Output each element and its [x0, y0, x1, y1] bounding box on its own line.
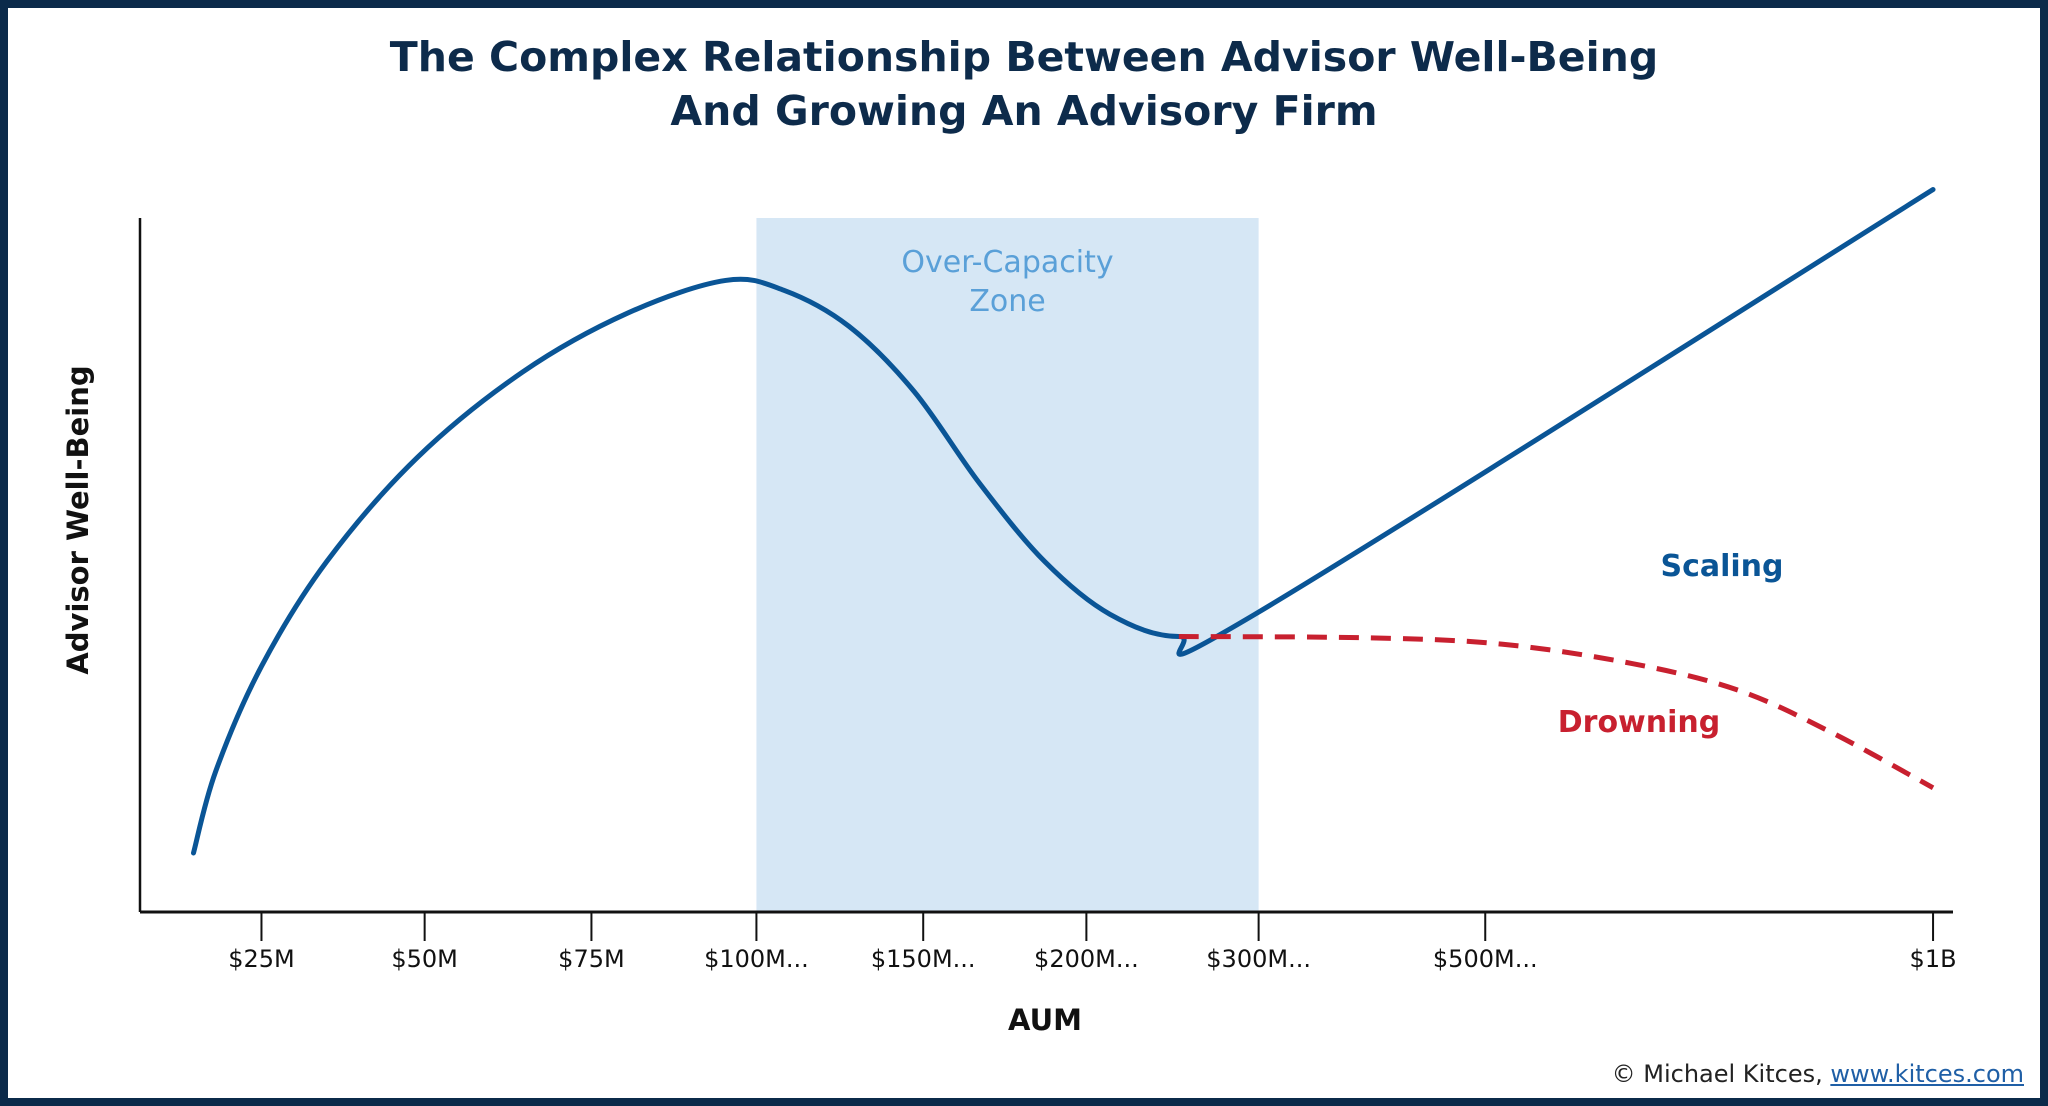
x-tick-label: $100M...: [704, 945, 809, 973]
zone-label-line1: Over-Capacity: [901, 245, 1113, 280]
scaling-label: Scaling: [1660, 549, 1783, 584]
x-tick-label: $200M...: [1034, 945, 1139, 973]
x-tick-label: $1B: [1910, 945, 1957, 973]
chart-title-line1: The Complex Relationship Between Advisor…: [389, 33, 1659, 81]
x-tick-label: $25M: [228, 945, 295, 973]
zone-label-line2: Zone: [969, 284, 1045, 319]
copyright-text: © Michael Kitces,: [1611, 1060, 1823, 1088]
copyright-credit: © Michael Kitces, www.kitces.com: [1612, 1060, 2024, 1088]
over-capacity-zone: [756, 218, 1259, 912]
chart-title-line2: And Growing An Advisory Firm: [670, 87, 1378, 135]
x-axis-title: AUM: [1008, 1003, 1082, 1037]
drowning-label: Drowning: [1558, 705, 1721, 740]
x-tick-label: $75M: [558, 945, 625, 973]
x-tick-label: $300M...: [1206, 945, 1311, 973]
x-tick-label: $500M...: [1433, 945, 1538, 973]
drowning-line: [1178, 633, 1935, 790]
x-tick-label: $150M...: [871, 945, 976, 973]
kitces-link[interactable]: www.kitces.com: [1830, 1060, 2024, 1088]
y-axis-title: Advisor Well-Being: [61, 365, 95, 674]
scaling-line: [190, 187, 1936, 856]
chart-title: The Complex Relationship Between Advisor…: [0, 30, 2048, 138]
x-tick-label: $50M: [391, 945, 458, 973]
